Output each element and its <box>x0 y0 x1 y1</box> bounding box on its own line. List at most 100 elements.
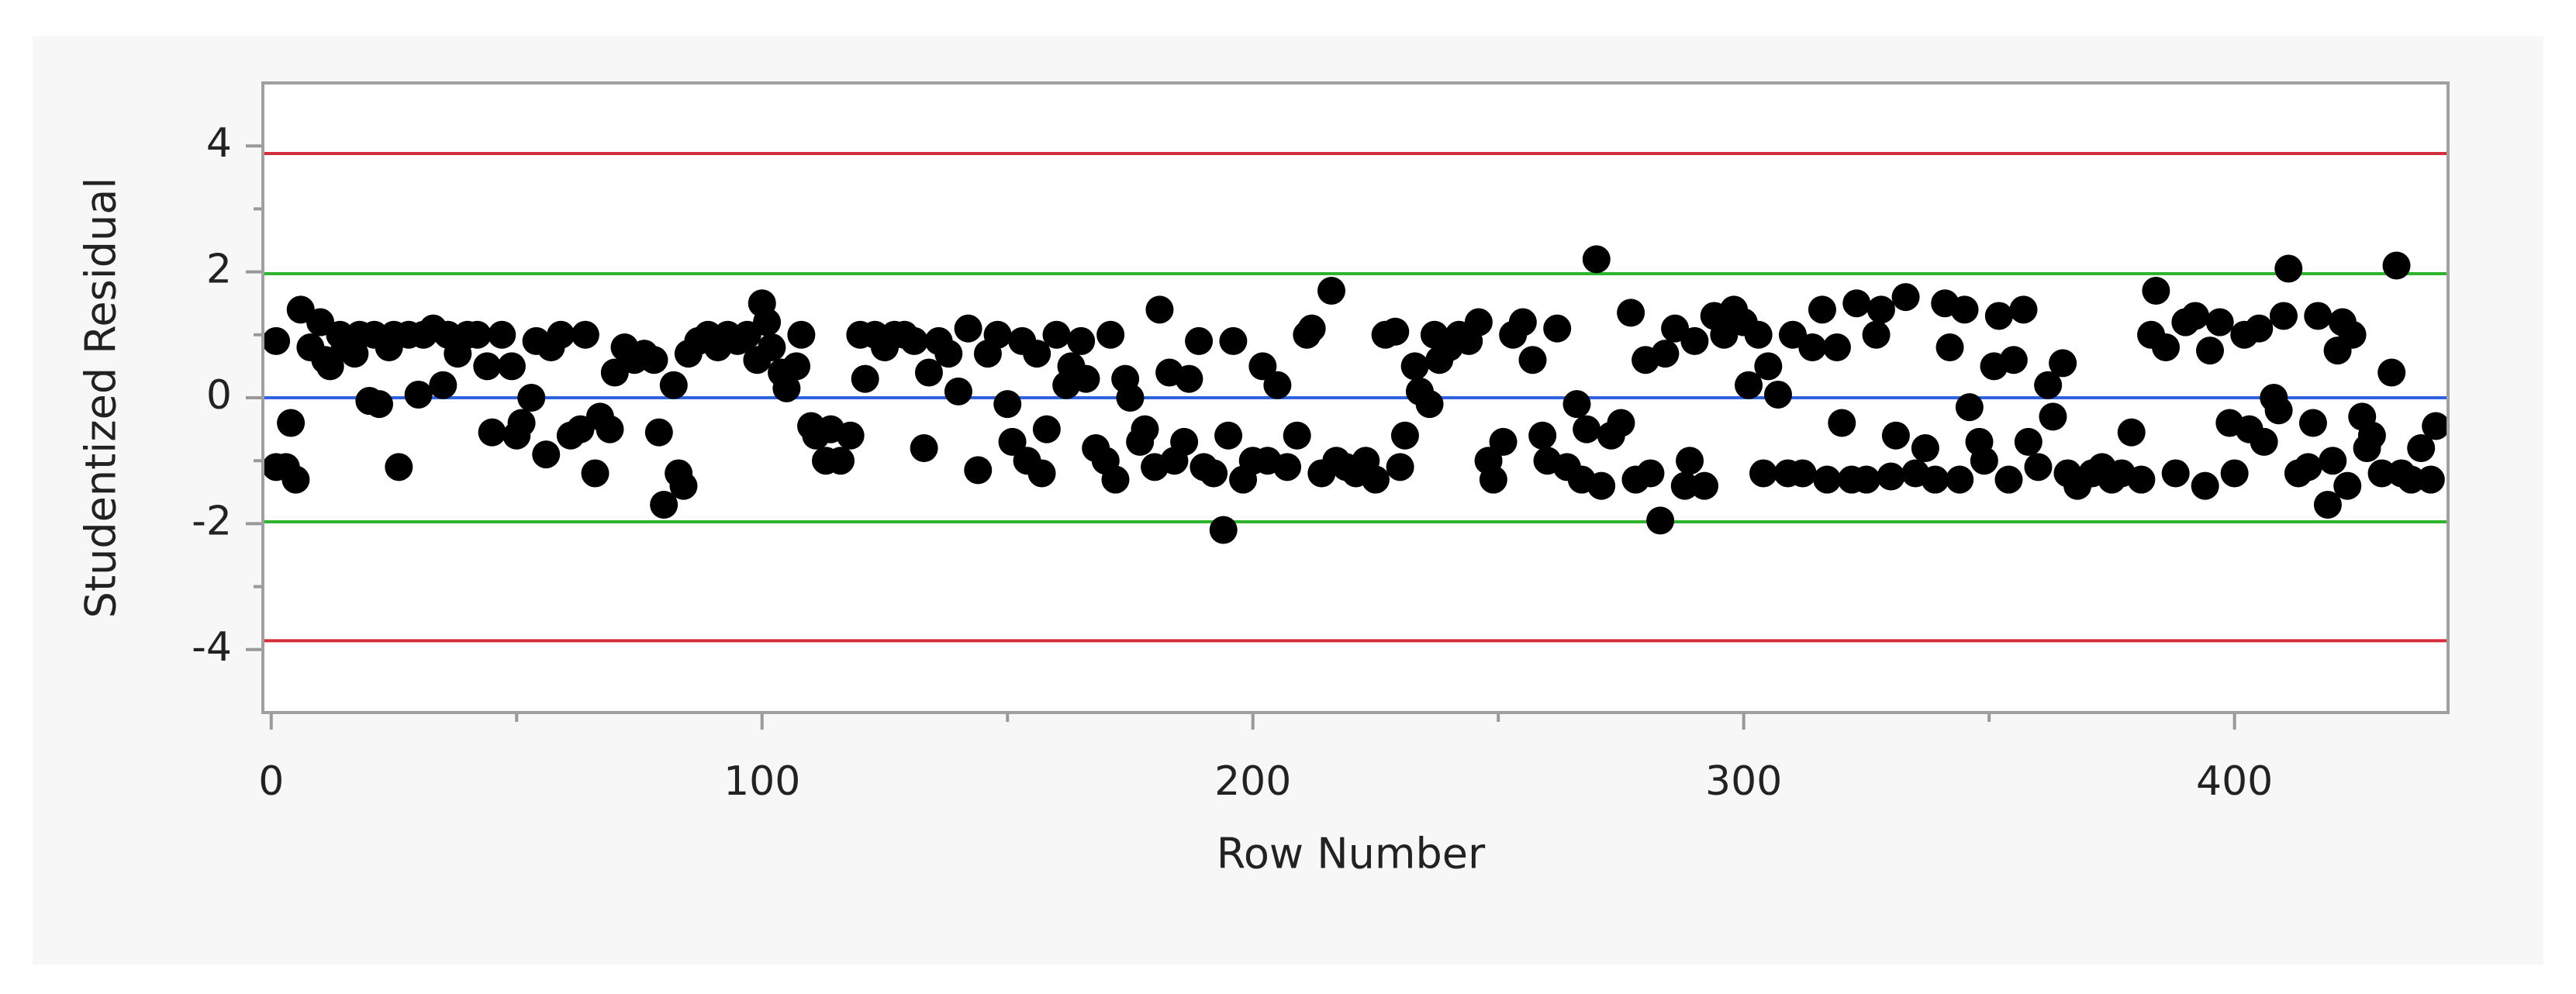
point <box>1386 453 1414 481</box>
point <box>914 358 943 387</box>
point <box>1754 352 1783 381</box>
point <box>365 390 394 419</box>
point <box>2245 314 2274 343</box>
point <box>1263 371 1292 399</box>
point <box>644 418 673 447</box>
x-axis-title: Row Number <box>1217 830 1486 878</box>
y-tick-label: 2 <box>206 247 232 293</box>
point <box>2269 302 2298 330</box>
x-tick-label: 0 <box>258 758 284 805</box>
point <box>1145 295 1174 324</box>
point <box>1381 317 1410 346</box>
point <box>910 433 938 462</box>
point <box>2152 333 2181 362</box>
point <box>2220 459 2249 488</box>
point <box>316 352 344 381</box>
point <box>2298 409 2327 437</box>
point <box>2191 471 2219 500</box>
point <box>1822 333 1851 362</box>
point <box>1866 295 1895 324</box>
point <box>1999 346 2028 374</box>
point <box>2313 491 2342 519</box>
point <box>1881 421 1910 450</box>
point <box>1528 421 1557 450</box>
point <box>2333 471 2362 500</box>
point <box>1200 459 1228 488</box>
point <box>650 491 679 519</box>
x-tick-label: 100 <box>723 758 800 805</box>
plot-frame <box>261 81 2450 714</box>
point <box>1651 340 1680 368</box>
point <box>2264 396 2293 425</box>
point <box>827 447 855 475</box>
point <box>571 320 599 349</box>
point <box>1749 459 1778 488</box>
point <box>1735 371 1763 399</box>
point <box>1862 320 1891 349</box>
point <box>517 384 546 412</box>
point <box>1283 421 1311 450</box>
point <box>944 377 972 406</box>
point <box>2049 349 2077 378</box>
point <box>2205 308 2234 337</box>
point <box>1788 459 1817 488</box>
point <box>2407 433 2436 462</box>
point <box>2367 459 2396 488</box>
point <box>2009 295 2038 324</box>
point <box>1970 447 1998 475</box>
point <box>262 326 291 355</box>
point <box>2338 320 2367 349</box>
point <box>1798 333 1827 362</box>
point <box>2304 302 2333 330</box>
point <box>2416 465 2445 494</box>
x-tick-label: 300 <box>1705 758 1782 805</box>
point <box>2422 412 2450 440</box>
point <box>1955 393 1984 422</box>
y-tick-label: 4 <box>206 120 232 167</box>
point <box>1607 409 1635 437</box>
point <box>2274 254 2303 283</box>
point <box>1214 421 1243 450</box>
point <box>1690 471 1719 500</box>
point <box>1027 459 1056 488</box>
point <box>1587 471 1616 500</box>
point <box>596 415 624 444</box>
point <box>934 340 963 368</box>
point <box>640 346 668 374</box>
point <box>532 440 561 469</box>
point <box>1617 299 1645 327</box>
point <box>1361 465 1390 494</box>
point <box>1984 302 2013 330</box>
point <box>2250 427 2278 456</box>
point <box>2127 465 2156 494</box>
point <box>2024 453 2053 481</box>
point <box>1946 465 1974 494</box>
point <box>1950 295 1979 324</box>
point <box>772 374 801 402</box>
point <box>404 380 433 409</box>
point <box>1415 390 1444 419</box>
point <box>2014 427 2042 456</box>
point <box>1317 276 1345 305</box>
point <box>1042 320 1071 349</box>
y-tick-label: -2 <box>192 498 232 544</box>
point <box>1518 346 1547 374</box>
point <box>1911 433 1939 462</box>
point <box>507 409 536 437</box>
point <box>2294 453 2322 481</box>
point <box>1170 427 1199 456</box>
x-tick-label: 400 <box>2196 758 2273 805</box>
point <box>1508 308 1537 337</box>
point <box>2181 302 2210 330</box>
point <box>1032 415 1061 444</box>
point <box>281 465 310 494</box>
point <box>1582 245 1611 274</box>
point <box>964 456 993 485</box>
point <box>1400 352 1429 381</box>
point <box>1185 326 1214 355</box>
point <box>1390 421 1419 450</box>
point <box>669 471 698 500</box>
point <box>1248 352 1277 381</box>
point <box>787 320 816 349</box>
y-tick-label: 0 <box>206 372 232 419</box>
